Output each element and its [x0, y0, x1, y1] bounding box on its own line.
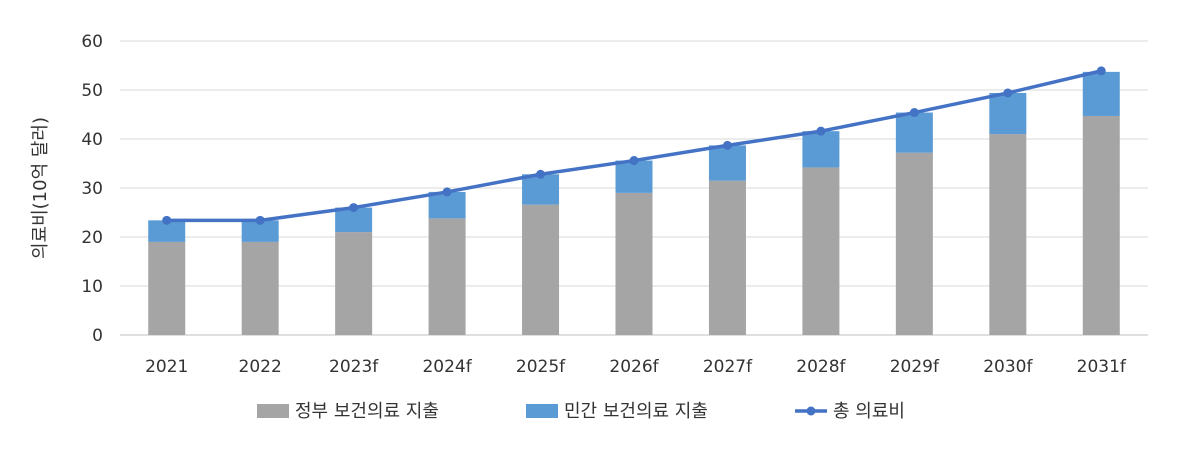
y-tick-label: 20 [81, 228, 103, 248]
bar-private [241, 220, 279, 242]
bar-private [989, 92, 1027, 135]
total-line-point [442, 187, 452, 197]
legend-label: 총 의료비 [833, 401, 905, 422]
bar-government [895, 152, 933, 335]
bar-private [708, 145, 746, 181]
x-tick-label: 2024f [422, 357, 472, 377]
x-tick-label: 2027f [703, 357, 753, 377]
total-line-point [629, 156, 639, 166]
x-tick-label: 2031f [1077, 357, 1127, 377]
x-tick-label: 2025f [516, 357, 566, 377]
y-axis-title: 의료비(10억 달러) [30, 117, 51, 259]
bar-private [148, 220, 186, 242]
total-line [162, 66, 1106, 225]
total-line-point [255, 215, 265, 225]
total-line-point [536, 169, 546, 179]
axes: 0 10 20 30 40 50 60 2021 2022 2023f 2024f 2025f 2026… [81, 32, 1127, 377]
bar-government [335, 232, 373, 335]
y-tick-label: 40 [81, 130, 103, 150]
y-tick-label: 50 [81, 81, 103, 101]
bar-government [989, 134, 1027, 335]
bar-private [522, 174, 560, 205]
legend: 정부 보건의료 지출 민간 보건의료 지출 총 의료비 [257, 401, 905, 422]
bar-government [148, 241, 186, 335]
legend-label: 민간 보건의료 지출 [564, 401, 708, 422]
total-line-point [1003, 88, 1013, 98]
legend-swatch [257, 404, 289, 418]
bar-private [1082, 71, 1120, 116]
x-tick-label: 2021 [145, 357, 188, 377]
total-line-point [162, 215, 172, 225]
total-line-point [909, 108, 919, 118]
legend-swatch [526, 404, 558, 418]
bar-government [708, 180, 746, 335]
y-tick-label: 60 [81, 32, 103, 52]
bar-government [522, 204, 560, 335]
y-tick-label: 30 [81, 179, 103, 199]
x-tick-label: 2030f [983, 357, 1033, 377]
y-tick-label: 10 [81, 277, 103, 297]
x-tick-label: 2028f [796, 357, 846, 377]
x-tick-label: 2023f [329, 357, 379, 377]
bar-government [615, 192, 653, 335]
x-tick-label: 2022 [239, 357, 282, 377]
bar-private [895, 112, 933, 153]
bars [148, 71, 1120, 335]
total-line-point [816, 126, 826, 136]
bar-government [1082, 115, 1120, 335]
x-tick-label: 2026f [609, 357, 659, 377]
total-line-point [722, 140, 732, 150]
bar-government [241, 241, 279, 335]
y-tick-label: 0 [92, 326, 103, 346]
total-line-point [1096, 66, 1106, 76]
total-line-point [349, 203, 359, 213]
bar-private [802, 131, 840, 168]
legend-label: 정부 보건의료 지출 [295, 401, 439, 422]
bar-private [615, 160, 653, 193]
bar-government [802, 167, 840, 335]
legend-marker [806, 406, 816, 416]
x-tick-label: 2029f [890, 357, 940, 377]
bar-government [428, 218, 466, 335]
